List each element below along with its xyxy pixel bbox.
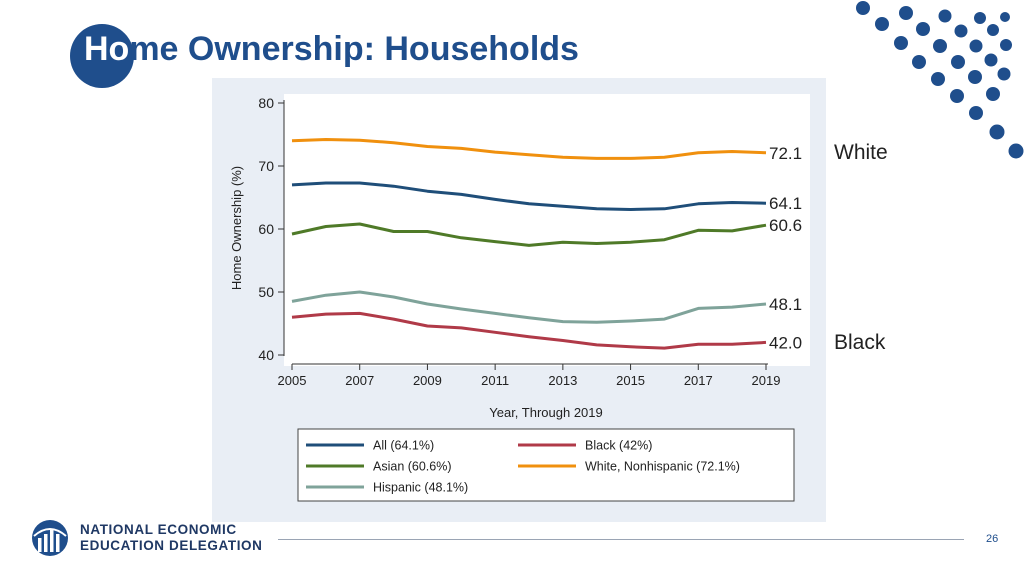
x-tick-label: 2009 (413, 373, 442, 388)
legend-label-all: All (64.1%) (373, 439, 434, 453)
page-number: 26 (986, 533, 999, 545)
x-tick-label: 2017 (684, 373, 713, 388)
need-logo-icon (32, 520, 68, 556)
footer-divider (278, 539, 964, 540)
y-tick-label: 70 (258, 158, 274, 174)
x-tick-label: 2011 (481, 373, 509, 388)
series-line-white (291, 138, 767, 160)
end-label-hispanic: 48.1 (769, 295, 802, 314)
legend-label-black: Black (42%) (585, 439, 652, 453)
y-axis-label: Home Ownership (%) (229, 166, 244, 290)
series-end-labels: 72.1 64.1 60.6 48.1 42.0 (769, 144, 802, 353)
decorative-dot-pattern (856, 1, 1024, 159)
x-tick-label: 2007 (345, 373, 374, 388)
series-line-black (291, 311, 767, 350)
title-circle-decoration (70, 24, 134, 88)
y-tick-label: 60 (258, 221, 274, 237)
page-title: Home Ownership: Households (84, 30, 579, 69)
legend-label-white: White, Nonhispanic (72.1%) (585, 460, 740, 474)
x-tick-label: 2013 (548, 373, 577, 388)
legend-label-hispanic: Hispanic (48.1%) (373, 481, 468, 495)
series-line-asian (291, 222, 767, 247)
org-name-line1: NATIONAL ECONOMIC (80, 522, 237, 537)
y-tick-label: 50 (258, 284, 274, 300)
legend: All (64.1%) Black (42%) Asian (60.6%) White… (306, 439, 740, 495)
y-tick-label: 80 (258, 95, 274, 111)
y-axis-ticks: 40 50 60 70 80 (258, 95, 284, 363)
series-lines (291, 138, 767, 350)
end-label-black: 42.0 (769, 333, 802, 352)
x-tick-label: 2005 (278, 373, 307, 388)
end-label-white: 72.1 (769, 144, 802, 163)
end-label-asian: 60.6 (769, 216, 802, 235)
series-line-hispanic (291, 290, 767, 324)
x-tick-label: 2019 (752, 373, 781, 388)
org-name-line2: EDUCATION DELEGATION (80, 538, 263, 553)
x-axis-ticks: 2005 2007 2009 2011 2013 2015 2017 2019 (278, 364, 781, 388)
white-side-label: White (834, 141, 888, 164)
page-title-first: Ho (84, 30, 130, 68)
y-tick-label: 40 (258, 347, 274, 363)
black-side-label: Black (834, 331, 886, 354)
series-line-all (291, 181, 767, 211)
legend-label-asian: Asian (60.6%) (373, 460, 452, 474)
page-title-rest: me Ownership: Households (129, 30, 579, 68)
x-axis-label: Year, Through 2019 (489, 405, 603, 420)
x-tick-label: 2015 (616, 373, 645, 388)
end-label-all: 64.1 (769, 194, 802, 213)
